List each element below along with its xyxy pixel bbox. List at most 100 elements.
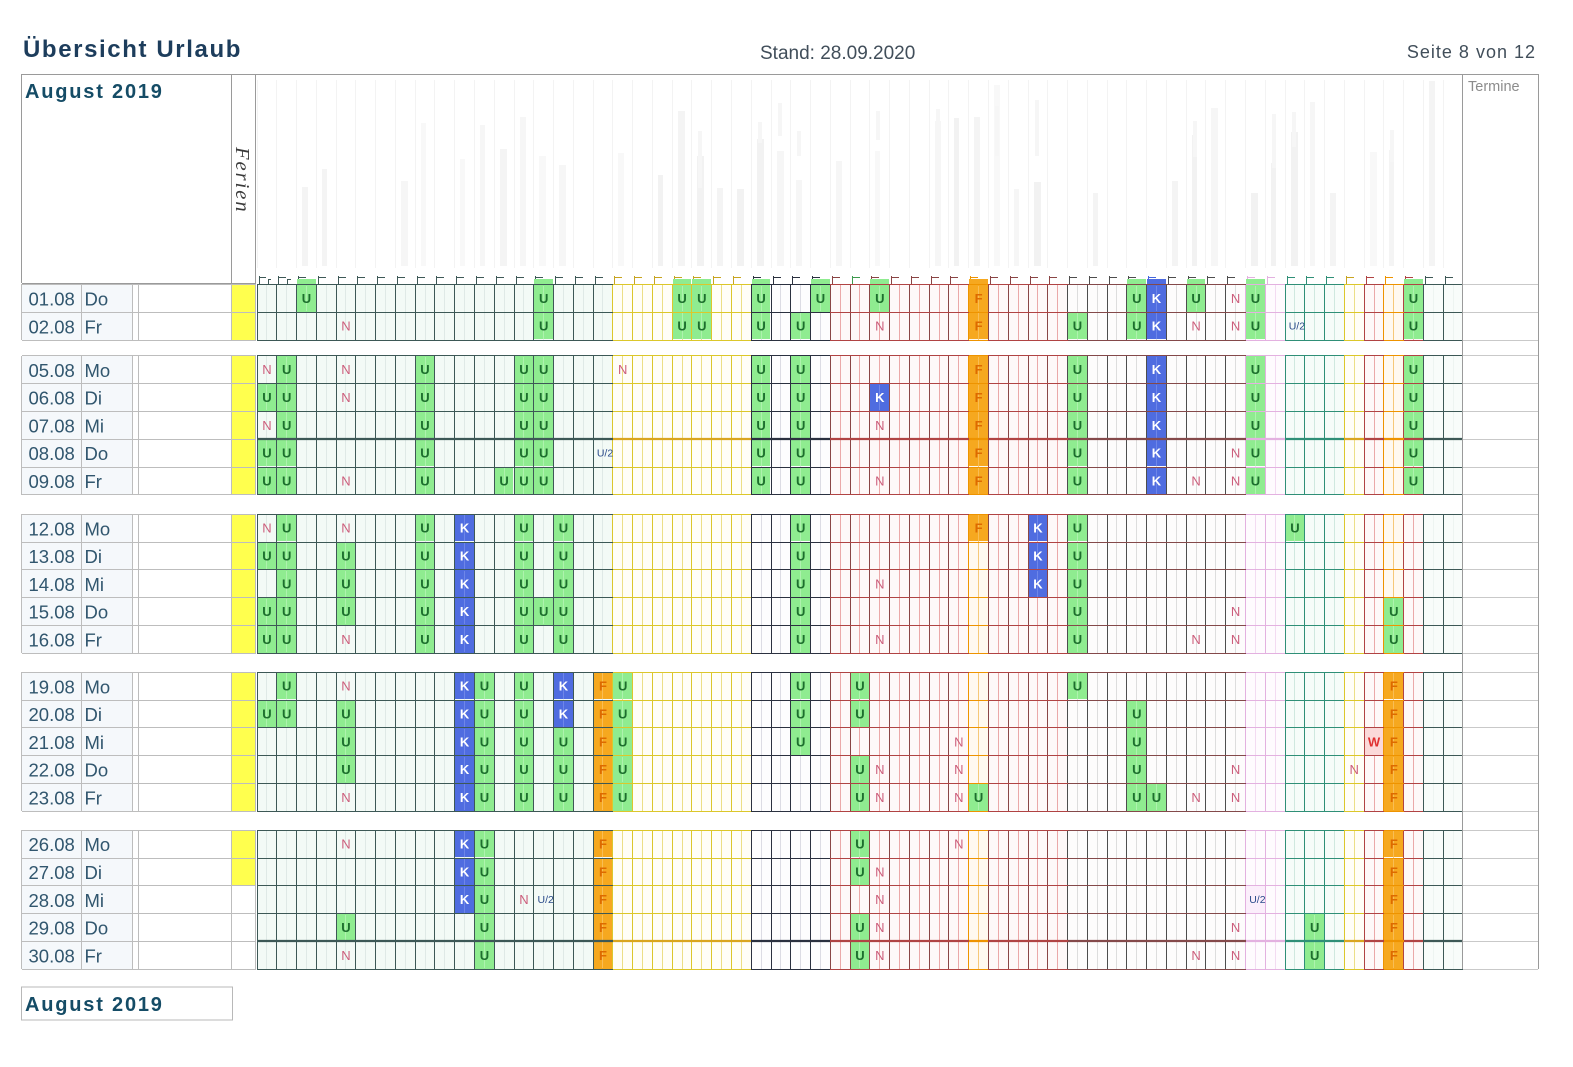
svg-text:U: U — [1073, 632, 1082, 647]
svg-text:U: U — [1251, 473, 1260, 488]
svg-text:U: U — [519, 390, 528, 405]
svg-text:U: U — [796, 576, 805, 591]
svg-text:U: U — [282, 446, 291, 461]
svg-text:U: U — [341, 576, 350, 591]
svg-text:U: U — [262, 446, 271, 461]
svg-text:U: U — [519, 473, 528, 488]
svg-text:U: U — [1152, 790, 1161, 805]
svg-text:Fr: Fr — [85, 945, 102, 966]
svg-text:U: U — [618, 790, 627, 805]
svg-text:U: U — [282, 362, 291, 377]
svg-text:F: F — [1390, 948, 1398, 963]
svg-text:U: U — [855, 920, 864, 935]
svg-text:Di: Di — [85, 704, 102, 725]
svg-text:U: U — [1409, 418, 1418, 433]
svg-text:K: K — [460, 549, 470, 564]
svg-text:23.08: 23.08 — [29, 788, 75, 809]
svg-text:Di: Di — [85, 388, 102, 409]
svg-text:U: U — [341, 762, 350, 777]
svg-text:F: F — [1390, 892, 1398, 907]
svg-text:U/2: U/2 — [1249, 894, 1266, 906]
svg-text:13.08: 13.08 — [29, 546, 75, 567]
svg-text:Mo: Mo — [85, 360, 111, 381]
svg-text:U: U — [341, 920, 350, 935]
svg-text:U: U — [420, 418, 429, 433]
svg-text:U: U — [1132, 762, 1141, 777]
svg-text:U: U — [816, 291, 825, 306]
svg-text:N: N — [341, 473, 350, 488]
svg-text:W: W — [1368, 734, 1381, 749]
svg-text:U: U — [796, 734, 805, 749]
svg-text:F: F — [599, 679, 607, 694]
svg-text:N: N — [341, 362, 350, 377]
svg-text:N: N — [1191, 790, 1200, 805]
svg-text:U: U — [677, 319, 686, 334]
svg-text:U: U — [341, 734, 350, 749]
svg-text:F: F — [1390, 837, 1398, 852]
svg-text:U: U — [1073, 576, 1082, 591]
svg-text:U: U — [341, 549, 350, 564]
svg-text:K: K — [460, 604, 470, 619]
svg-text:U: U — [420, 521, 429, 536]
svg-text:U: U — [519, 418, 528, 433]
svg-text:Fr: Fr — [85, 471, 102, 492]
svg-text:U: U — [420, 362, 429, 377]
svg-text:N: N — [341, 632, 350, 647]
svg-text:N: N — [341, 948, 350, 963]
svg-text:N: N — [875, 418, 884, 433]
svg-text:U: U — [1073, 418, 1082, 433]
svg-text:F: F — [599, 707, 607, 722]
svg-text:U: U — [302, 291, 311, 306]
svg-text:N: N — [341, 790, 350, 805]
svg-text:U: U — [282, 390, 291, 405]
svg-text:U: U — [1073, 319, 1082, 334]
svg-text:20.08: 20.08 — [29, 704, 75, 725]
svg-text:U: U — [1310, 920, 1319, 935]
svg-text:F: F — [975, 390, 983, 405]
svg-text:08.08: 08.08 — [29, 443, 75, 464]
svg-text:N: N — [875, 892, 884, 907]
svg-text:U: U — [796, 679, 805, 694]
svg-text:U: U — [1409, 446, 1418, 461]
svg-text:U: U — [1191, 291, 1200, 306]
svg-text:U: U — [559, 734, 568, 749]
svg-text:U: U — [796, 473, 805, 488]
svg-text:U: U — [539, 390, 548, 405]
svg-text:U: U — [262, 707, 271, 722]
svg-text:N: N — [875, 473, 884, 488]
svg-text:27.08: 27.08 — [29, 862, 75, 883]
svg-text:U: U — [539, 446, 548, 461]
svg-text:U: U — [1132, 734, 1141, 749]
svg-text:K: K — [460, 734, 470, 749]
svg-text:N: N — [1231, 446, 1240, 461]
svg-text:U: U — [1310, 948, 1319, 963]
svg-text:U/2: U/2 — [538, 894, 555, 906]
svg-text:U: U — [480, 920, 489, 935]
svg-text:U: U — [756, 446, 765, 461]
svg-text:U: U — [480, 948, 489, 963]
svg-text:N: N — [1231, 762, 1240, 777]
svg-text:U: U — [519, 604, 528, 619]
svg-text:K: K — [1033, 549, 1043, 564]
svg-text:N: N — [262, 362, 271, 377]
svg-text:U: U — [559, 632, 568, 647]
svg-text:16.08: 16.08 — [29, 630, 75, 651]
svg-text:U: U — [855, 762, 864, 777]
svg-text:U: U — [618, 734, 627, 749]
svg-text:K: K — [1152, 390, 1162, 405]
svg-text:N: N — [1231, 920, 1240, 935]
svg-text:U: U — [282, 418, 291, 433]
svg-text:U: U — [1132, 707, 1141, 722]
svg-text:N: N — [341, 521, 350, 536]
svg-text:Fr: Fr — [85, 630, 102, 651]
svg-text:F: F — [599, 790, 607, 805]
svg-text:U: U — [1409, 473, 1418, 488]
svg-text:N: N — [519, 892, 528, 907]
svg-text:U: U — [796, 319, 805, 334]
svg-text:U: U — [1073, 679, 1082, 694]
svg-text:U: U — [539, 418, 548, 433]
svg-text:U: U — [1073, 521, 1082, 536]
svg-text:14.08: 14.08 — [29, 574, 75, 595]
svg-text:U: U — [282, 473, 291, 488]
svg-text:N: N — [1350, 762, 1359, 777]
